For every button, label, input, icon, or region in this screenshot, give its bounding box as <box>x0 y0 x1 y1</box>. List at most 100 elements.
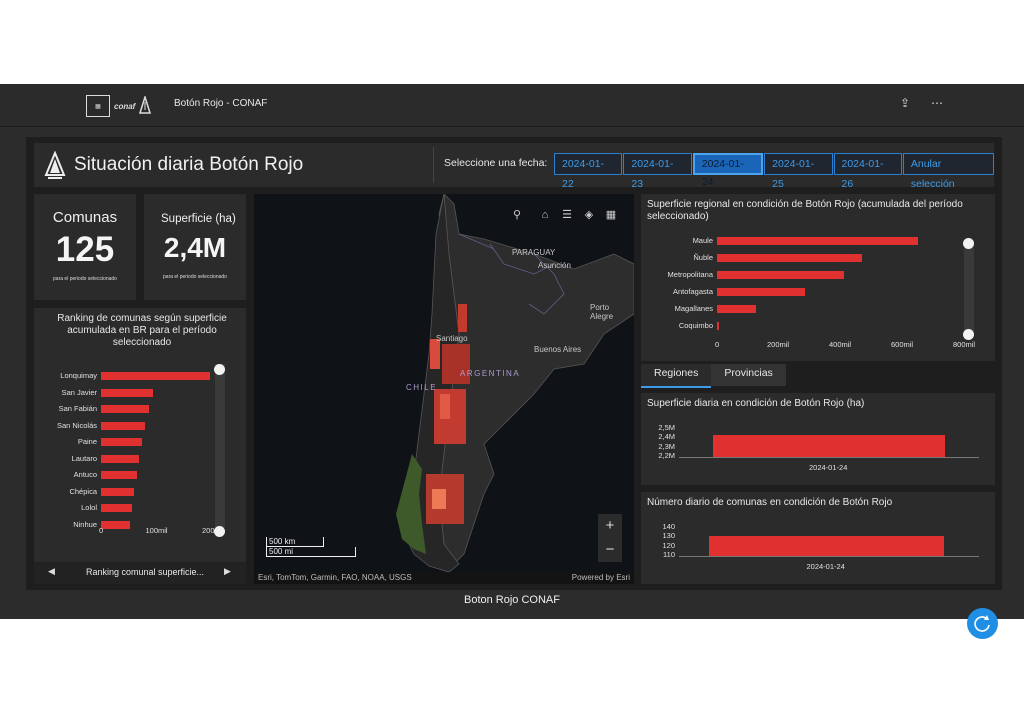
zoom-out-button[interactable]: − <box>605 541 615 558</box>
top-bar: ▦ conaf Botón Rojo - CONAF ⇪ ⋯ <box>0 84 1024 127</box>
home-icon[interactable]: ⌂ <box>541 209 549 221</box>
dashboard: Situación diaria Botón Rojo Seleccione u… <box>26 137 1002 639</box>
bar <box>101 438 143 446</box>
x-tick-label: 2024-01-24 <box>806 562 845 571</box>
ranking-card: Ranking de comunas según superficie acum… <box>34 308 246 584</box>
layers-icon[interactable]: ◈ <box>584 209 594 221</box>
ranking-title: Ranking de comunas según superficie acum… <box>57 313 227 348</box>
map-scalebar: 500 km 500 mi <box>266 537 356 557</box>
dashboard-header: Situación diaria Botón Rojo Seleccione u… <box>34 143 994 190</box>
tab-provincias[interactable]: Provincias <box>711 364 786 386</box>
regional-scroll-top-handle[interactable] <box>963 238 974 249</box>
date-selector: 2024-01-22 2024-01-23 2024-01-24 2024-01… <box>554 153 994 190</box>
category-label: Antofagasta <box>672 287 713 296</box>
bar <box>717 254 863 262</box>
app-title: Botón Rojo - CONAF <box>174 98 268 109</box>
kpi-comunas-subtitle: para el periodo seleccionado <box>53 276 117 282</box>
bar <box>101 388 154 397</box>
category-label: San Fabián <box>58 404 97 413</box>
regional-title: Superficie regional en condición de Botó… <box>647 199 963 222</box>
chart-baseline <box>679 457 979 458</box>
ranking-prev-icon[interactable]: ◀ <box>48 566 55 576</box>
bar <box>101 471 137 479</box>
search-icon[interactable]: ⚲ <box>512 209 522 221</box>
bar <box>101 405 149 413</box>
x-tick-label: 400mil <box>829 340 852 349</box>
category-label: Antuco <box>73 470 97 479</box>
ranking-scrollbar[interactable] <box>215 364 225 528</box>
gobierno-logo: ▦ <box>86 95 110 117</box>
ranking-scroll-bottom-handle[interactable] <box>214 526 225 537</box>
regional-scrollbar[interactable] <box>964 240 974 332</box>
kpi-superficie-value: 2,4M <box>163 232 227 263</box>
category-label: Chépica <box>69 486 97 496</box>
clear-selection-button[interactable]: Anular selección <box>902 153 994 190</box>
chart-baseline <box>679 556 979 557</box>
cone-logo <box>139 96 152 114</box>
date-button-2024-01-24[interactable]: 2024-01-24 <box>692 153 764 188</box>
bar <box>717 322 719 330</box>
kpi-comunas-card: Comunas 125 para el periodo seleccionado <box>34 194 136 300</box>
map-label-santiago: Santiago <box>436 334 468 343</box>
date-selector-label: Seleccione una fecha: <box>444 157 548 169</box>
category-label: Magallanes <box>674 304 713 313</box>
x-tick-label: 200mil <box>767 340 790 349</box>
refresh-icon <box>974 615 990 632</box>
bar <box>717 288 805 296</box>
y-tick-label: 130 <box>662 531 675 541</box>
logos: ▦ conaf <box>86 94 152 118</box>
kpi-comunas-title: Comunas <box>52 209 118 226</box>
x-tick-label: 0 <box>99 526 104 535</box>
header-divider <box>433 147 434 183</box>
map-attribution: Esri, TomTom, Garmin, FAO, NOAA, USGS Po… <box>254 572 634 584</box>
map-label-argentina: ARGENTINA <box>460 369 521 378</box>
ranking-scroll-top-handle[interactable] <box>214 364 225 375</box>
daily-count-chart: 140 130 120 110 2024-01-24 <box>641 512 995 584</box>
zoom-in-button[interactable]: + <box>605 517 615 534</box>
powered-by-esri[interactable]: Powered by Esri <box>571 573 630 582</box>
y-tick-label: 2,4M <box>658 432 675 442</box>
category-label: Ninhue <box>73 519 97 529</box>
y-tick-label: 2,2M <box>658 450 675 460</box>
y-tick-label: 140 <box>662 522 675 531</box>
kpi-superficie-subtitle: para el periodo seleccionado <box>163 274 227 280</box>
x-tick-label: 200mil <box>202 526 224 535</box>
category-label: Lonquimay <box>60 371 97 380</box>
bar <box>101 372 211 380</box>
map-view[interactable]: ⚲ ⌂ ☰ ◈ ▦ PARAGUAY Asunción Porto Alegre… <box>254 194 634 584</box>
category-label: Paine <box>77 437 97 446</box>
date-button-2024-01-23[interactable]: 2024-01-23 <box>623 153 692 190</box>
conaf-cone-icon <box>44 151 66 179</box>
date-button-2024-01-26[interactable]: 2024-01-26 <box>833 153 902 190</box>
x-tick-label: 0 <box>715 340 720 349</box>
kpi-superficie-card: Superficie (ha) 2,4M para el periodo sel… <box>144 194 246 300</box>
ranking-next-icon[interactable]: ▶ <box>224 566 231 576</box>
category-label: Ñuble <box>693 253 713 262</box>
map-label-porto-alegre: Porto Alegre <box>590 303 614 321</box>
more-options-icon[interactable]: ⋯ <box>931 96 943 110</box>
daily-area-chart: 2,5M 2,4M 2,3M 2,2M 2024-01-24 <box>641 413 995 485</box>
y-tick-label: 120 <box>662 540 675 550</box>
category-label: Maule <box>692 236 713 245</box>
dashboard-title: Situación diaria Botón Rojo <box>74 154 304 175</box>
legend-icon[interactable]: ☰ <box>562 209 572 221</box>
daily-count-title: Número diario de comunas en condición de… <box>647 497 893 508</box>
category-label: Lolol <box>81 503 97 512</box>
footer-text: Boton Rojo CONAF <box>464 594 560 606</box>
basemap-gallery-icon[interactable]: ▦ <box>605 209 617 221</box>
category-label: Coquimbo <box>678 321 713 330</box>
category-label: San Javier <box>61 387 97 397</box>
x-tick-label: 800mil <box>953 340 976 349</box>
tab-regiones[interactable]: Regiones <box>641 364 712 388</box>
map-label-chile: CHILE <box>406 383 438 392</box>
regional-scroll-bottom-handle[interactable] <box>963 329 974 340</box>
ranking-chart: Lonquimay San Javier San Fabián San Nicolás… <box>34 360 246 550</box>
category-label: Lautaro <box>71 453 97 463</box>
share-icon[interactable]: ⇪ <box>899 96 911 110</box>
bar <box>713 434 945 457</box>
date-button-2024-01-25[interactable]: 2024-01-25 <box>764 153 833 190</box>
refresh-button[interactable] <box>967 608 998 639</box>
kpi-superficie-title: Superficie (ha) <box>161 213 236 225</box>
date-button-2024-01-22[interactable]: 2024-01-22 <box>554 153 623 190</box>
bar <box>101 454 140 463</box>
